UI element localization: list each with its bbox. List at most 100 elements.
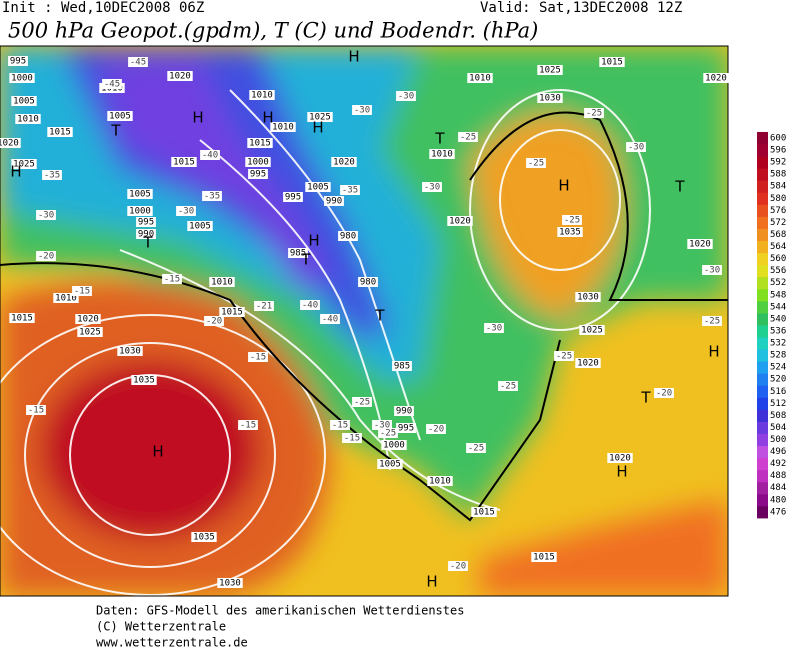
pressure-label-box [77,327,103,337]
pressure-label-box [531,552,557,562]
pressure-label-box [127,189,153,199]
pressure-center: T [434,130,445,148]
temperature-label-box [42,170,62,180]
pressure-label-box [537,65,563,75]
temperature-label-box [340,185,360,195]
colorbar-swatch [757,336,768,350]
colorbar-label: 556 [770,266,786,276]
pressure-center: H [262,109,273,127]
colorbar-label: 496 [770,447,786,457]
pressure-label-box [167,71,193,81]
pressure-label: 1010 [431,150,453,160]
pressure-label-box [447,216,473,226]
pressure-label: 1005 [129,190,151,200]
temperature-label-box [26,405,46,415]
map [0,46,728,596]
pressure-label: 1025 [539,66,561,76]
pressure-label: 1020 [577,359,599,369]
temperature-label-box [526,158,546,168]
colorbar-label: 584 [770,182,786,192]
pressure-label-box [9,73,35,83]
pressure-label-box [187,221,213,231]
temperature-label: -15 [74,287,90,297]
pressure-center: H [426,573,437,591]
temperature-label-box [102,79,122,89]
temperature-label-box [204,316,224,326]
temperature-label-box [36,251,56,261]
pressure-label: 1000 [383,441,405,451]
pressure-label-box [471,507,497,517]
colorbar-swatch [757,228,768,242]
temperature-label: -30 [628,143,644,153]
pressure-label-box [8,56,28,66]
pressure-label-box [247,138,273,148]
pressure-label-box [75,314,101,324]
map-title: 500 hPa Geopot.(gpdm), T (C) und Bodendr… [8,19,538,43]
temperature-label-box [352,397,372,407]
pressure-center: H [10,163,21,181]
colorbar-label: 512 [770,399,786,409]
pressure-label: 1005 [379,460,401,470]
temperature-label-box [238,420,258,430]
temperature-label: -15 [344,434,360,444]
pressure-label-box [117,346,143,356]
pressure-label: 1020 [689,240,711,250]
temperature-label: -25 [704,317,720,327]
colorbar-label: 524 [770,363,786,373]
pressure-center: H [308,232,319,250]
temperature-label: -21 [256,302,272,312]
temperature-label: -30 [704,266,720,276]
colorbar-swatch [757,131,768,145]
temperature-label: -25 [468,444,484,454]
temperature-label-box [200,150,220,160]
colorbar-swatch [757,409,768,422]
footer-line: (C) Wetterzentrale [96,620,226,634]
temperature-label-box [426,424,446,434]
pressure-label: 1020 [0,139,19,149]
temperature-label-box [458,132,478,142]
colorbar-label: 492 [770,459,786,469]
colorbar-swatch [757,288,768,302]
pressure-label-box [0,138,21,148]
temperature-label-box [702,265,722,275]
pressure-label: 1030 [577,293,599,303]
colorbar-label: 520 [770,375,786,385]
colorbar-swatch [757,457,768,471]
temperature-label-box [176,206,196,216]
temperature-label: -25 [460,133,476,143]
pressure-label: 1000 [129,207,151,217]
temperature-label-box [320,314,340,324]
temperature-label: -20 [450,562,466,572]
pressure-center: T [374,307,385,325]
colorbar-swatch [757,324,768,338]
pressure-label-box [537,93,563,103]
pressure-label-box [127,206,153,216]
temperature-label-box [626,142,646,152]
pressure-label: 1020 [169,72,191,82]
temperature-label: -30 [354,106,370,116]
temperature-label-box [248,352,268,362]
pressure-center: T [674,178,685,196]
pressure-label: 1005 [189,222,211,232]
temperature-label: -35 [342,186,358,196]
pressure-label: 980 [360,278,376,288]
temperature-label-box [330,420,350,430]
colorbar-label: 484 [770,483,786,493]
colorbar-label: 596 [770,146,786,156]
pressure-label: 1035 [193,533,215,543]
pressure-label-box [381,440,407,450]
pressure-label-box [11,96,37,106]
pressure-center: H [558,177,569,195]
temperature-label: -30 [374,421,390,431]
pressure-label: 1010 [429,477,451,487]
colorbar-swatch [757,373,768,386]
temperature-label: -40 [202,151,218,161]
pressure-center: H [348,48,359,66]
temperature-label: -15 [164,275,180,285]
pressure-label-box [136,229,156,239]
pressure-label-box [394,406,414,416]
temperature-label: -45 [130,58,146,68]
colorbar-swatch [757,252,768,266]
temperature-label: -30 [424,183,440,193]
pressure-label: 1020 [77,315,99,325]
